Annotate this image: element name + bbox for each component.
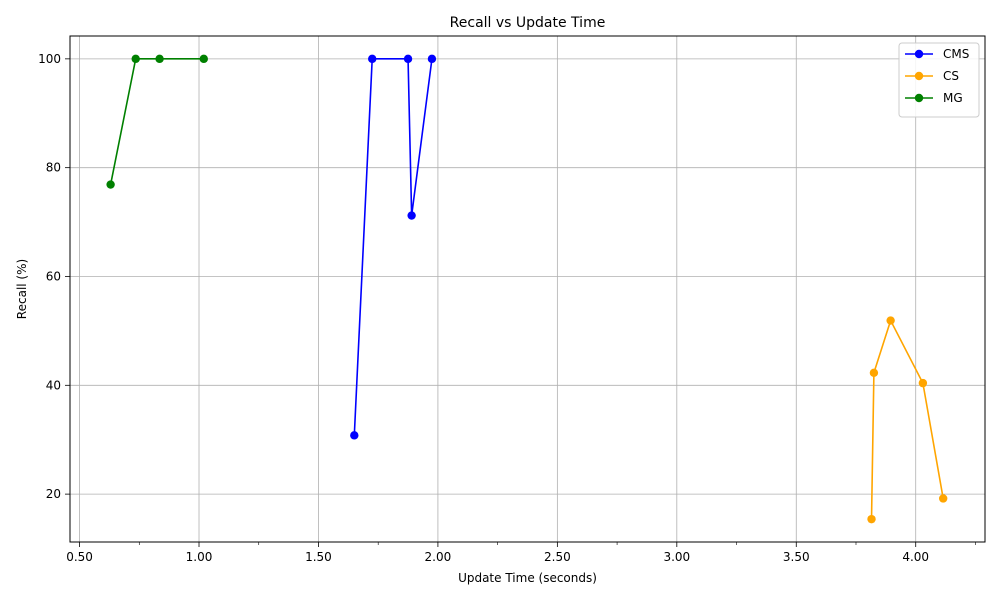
legend-marker-cms xyxy=(914,49,924,59)
legend-marker-cs xyxy=(914,71,924,81)
data-point-cs xyxy=(886,316,895,325)
y-axis-label: Recall (%) xyxy=(15,259,29,319)
x-tick-label: 0.50 xyxy=(66,550,93,564)
x-tick-label: 1.00 xyxy=(186,550,213,564)
grid xyxy=(70,36,985,542)
data-point-cs xyxy=(867,514,876,524)
legend-label-cms: CMS xyxy=(943,47,969,61)
series-line-cs xyxy=(870,318,944,520)
data-point-cms xyxy=(403,54,413,64)
legend-marker-mg xyxy=(914,93,924,103)
data-point-cs xyxy=(869,368,879,377)
x-tick-label: 4.00 xyxy=(902,550,929,564)
data-point-cs xyxy=(918,378,928,388)
data-point-mg xyxy=(199,54,208,64)
x-tick-label: 3.50 xyxy=(783,550,810,564)
data-point-cs xyxy=(938,494,948,503)
series-line-mg xyxy=(109,58,204,185)
data-point-cms xyxy=(427,54,437,64)
y-tick-label: 100 xyxy=(38,52,61,66)
plot-frame xyxy=(69,35,986,543)
legend-label-cs: CS xyxy=(943,69,959,83)
series-layer xyxy=(106,54,948,524)
x-tick-label: 1.50 xyxy=(305,550,332,564)
x-tick-label: 2.00 xyxy=(425,550,452,564)
x-tick-label: 2.50 xyxy=(544,550,571,564)
x-tick-label: 3.00 xyxy=(663,550,690,564)
data-point-mg xyxy=(106,180,115,189)
y-tick-label: 60 xyxy=(46,269,61,283)
series-line-cms xyxy=(353,58,433,436)
axis-ticks: 0.50 1.00 1.50 2.00 2.50 3.00 3.50 4.00 20 40 60 80… xyxy=(38,52,976,564)
data-point-cms xyxy=(407,211,416,220)
y-tick-label: 40 xyxy=(46,378,61,392)
chart-title: Recall vs Update Time xyxy=(450,15,606,31)
y-tick-label: 20 xyxy=(46,487,61,501)
data-point-mg xyxy=(131,54,140,64)
y-tick-label: 80 xyxy=(46,161,61,175)
data-point-cms xyxy=(350,431,359,440)
legend-label-mg: MG xyxy=(943,91,963,105)
legend: CMS CS MG xyxy=(898,42,980,118)
data-point-cms xyxy=(368,54,377,64)
x-axis-label: Update Time (seconds) xyxy=(458,571,597,585)
data-point-mg xyxy=(155,54,164,64)
